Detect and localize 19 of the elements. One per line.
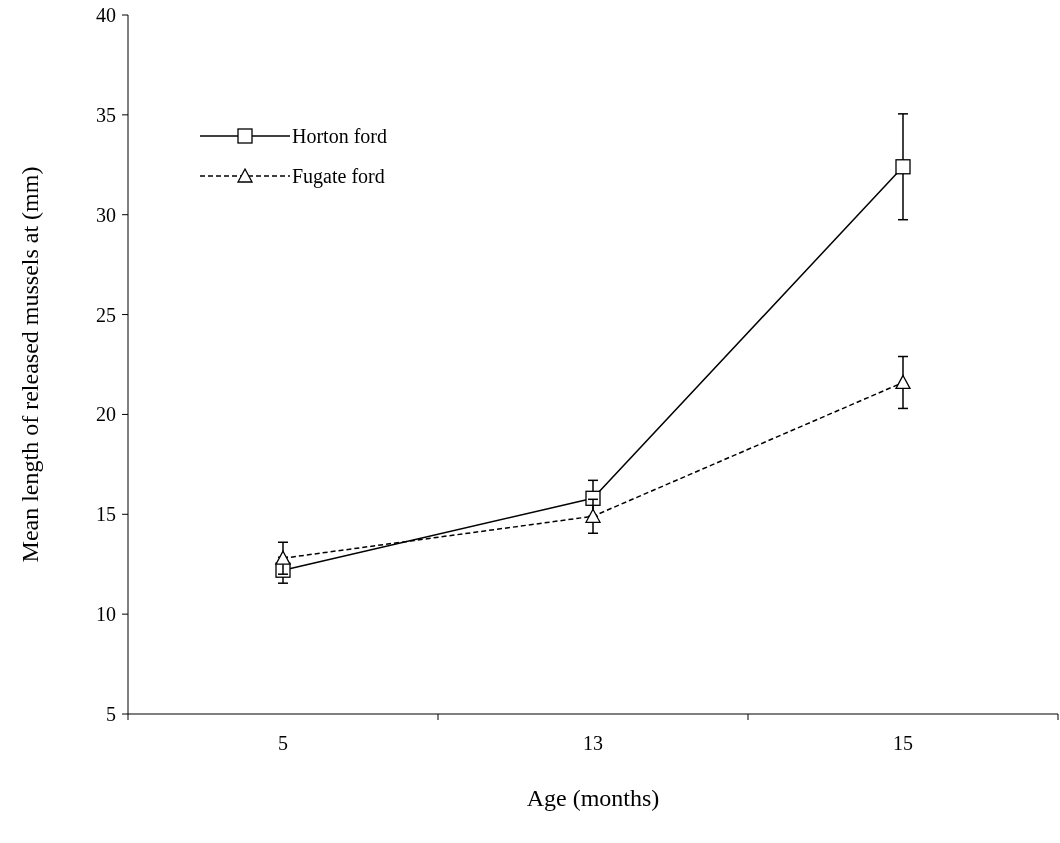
- point: [585, 508, 601, 523]
- legend-label: Horton ford: [292, 125, 387, 147]
- y-tick-label: 40: [96, 4, 116, 26]
- point: [895, 374, 911, 390]
- y-tick-label: 20: [96, 403, 116, 426]
- x-tick-label: 15: [893, 732, 913, 754]
- legend-label: Fugate ford: [292, 165, 385, 188]
- y-tick-label: 5: [106, 703, 116, 725]
- y-tick-label: 10: [96, 603, 116, 626]
- y-tick-label: 30: [96, 203, 116, 226]
- x-axis-title: Age (months): [526, 785, 660, 811]
- y-tick-label: 15: [96, 503, 116, 526]
- x-tick-label: 5: [278, 732, 288, 754]
- y-tick-label: 35: [96, 103, 116, 126]
- point: [275, 550, 291, 565]
- y-tick-label: 25: [96, 303, 116, 326]
- point: [895, 159, 911, 175]
- y-axis-title: Mean length of released mussels at (mm): [17, 166, 43, 563]
- x-tick-label: 13: [583, 732, 603, 754]
